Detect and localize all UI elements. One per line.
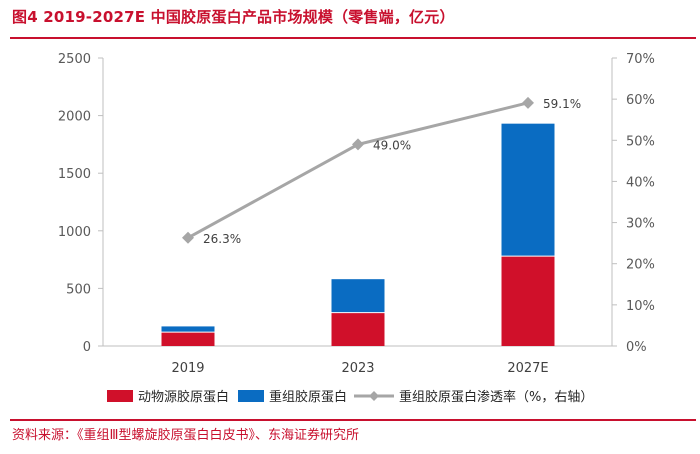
penetration-data-label: 59.1%	[543, 97, 581, 111]
left-tick-label: 2000	[58, 110, 91, 125]
source-rule	[10, 419, 696, 421]
x-tick-label: 2023	[341, 361, 374, 376]
left-tick-label: 2500	[58, 52, 91, 67]
bar-animal	[501, 256, 555, 346]
right-tick-label: 40%	[626, 175, 655, 190]
penetration-marker	[522, 96, 534, 109]
legend-label-animal: 动物源胶原蛋白	[138, 389, 229, 405]
right-tick-label: 10%	[626, 299, 655, 314]
bar-recombinant	[331, 279, 385, 313]
bar-animal	[331, 312, 385, 346]
right-tick-label: 30%	[626, 217, 655, 232]
penetration-data-label: 26.3%	[203, 232, 241, 246]
legend-label-penetration: 重组胶原蛋白渗透率（%，右轴）	[399, 389, 593, 405]
bar-recombinant	[161, 326, 215, 333]
penetration-marker	[352, 138, 364, 151]
right-tick-label: 0%	[626, 340, 647, 355]
right-tick-label: 20%	[626, 258, 655, 273]
legend-swatch-recombinant	[238, 390, 264, 402]
penetration-marker	[182, 231, 194, 244]
left-tick-label: 500	[66, 282, 91, 297]
bar-recombinant	[501, 123, 555, 257]
legend-swatch-marker	[369, 391, 379, 401]
chart-title: 图4 2019-2027E 中国胶原蛋白产品市场规模（零售端，亿元）	[12, 8, 455, 26]
left-tick-label: 1500	[58, 167, 91, 182]
legend-label-recombinant: 重组胶原蛋白	[269, 389, 347, 405]
left-tick-label: 0	[83, 340, 91, 355]
penetration-data-label: 49.0%	[373, 138, 411, 152]
right-tick-label: 70%	[626, 52, 655, 67]
right-tick-label: 60%	[626, 93, 655, 108]
legend-swatch-animal	[107, 390, 133, 402]
left-tick-label: 1000	[58, 225, 91, 240]
x-tick-label: 2027E	[507, 361, 548, 376]
x-tick-label: 2019	[171, 361, 204, 376]
source-note: 资料来源：《重组Ⅲ型螺旋胶原蛋白白皮书》、东海证券研究所	[12, 428, 359, 443]
bar-animal	[161, 332, 215, 346]
penetration-line	[187, 101, 529, 240]
right-tick-label: 50%	[626, 134, 655, 149]
title-rule	[10, 37, 696, 39]
